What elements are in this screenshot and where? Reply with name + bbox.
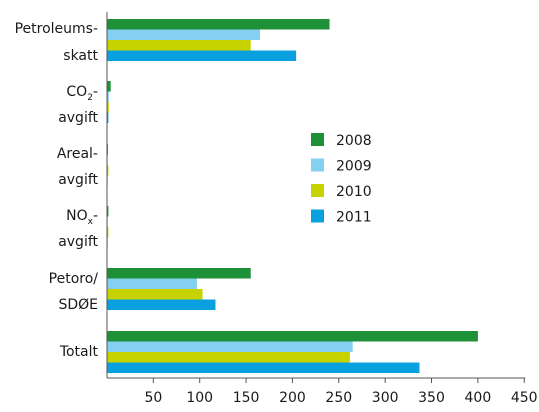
legend-swatch-2008 — [311, 133, 324, 146]
category-label-0-line-0: Petroleums- — [15, 21, 98, 37]
bar-cat5-series-2010 — [107, 352, 350, 363]
bar-cat1-series-2009 — [107, 91, 109, 102]
x-tick-label-200: 200 — [279, 390, 306, 406]
bar-cat4-series-2009 — [107, 278, 197, 289]
bar-cat2-series-2010 — [107, 165, 109, 176]
bar-cat1-series-2010 — [107, 102, 109, 113]
legend-swatch-2011 — [311, 209, 324, 223]
category-label-2-line-1: avgift — [58, 172, 98, 188]
x-tick-label-50: 50 — [144, 390, 162, 406]
legend-swatch-2010 — [311, 184, 324, 197]
legend: 2008 2009 2010 2011 — [311, 133, 372, 226]
category-label-3-line-0: NOx- — [66, 208, 98, 227]
x-tick-label-450: 450 — [511, 390, 538, 406]
bar-cat5-series-2011 — [107, 362, 420, 373]
x-tick-label-100: 100 — [186, 390, 213, 406]
legend-label-2011: 2011 — [336, 210, 372, 226]
bars-group — [107, 19, 478, 373]
legend-label-2010: 2010 — [336, 184, 372, 200]
bar-cat3-series-2010 — [107, 227, 109, 238]
x-axis: 50 100 150 200 250 300 350 400 450 — [106, 12, 538, 406]
bar-cat5-series-2008 — [107, 331, 478, 342]
bar-cat0-series-2008 — [107, 19, 330, 30]
category-label-0-line-1: skatt — [63, 48, 98, 64]
x-tick-label-400: 400 — [465, 390, 492, 406]
legend-label-2008: 2008 — [336, 133, 372, 149]
legend-label-2009: 2009 — [336, 159, 372, 175]
legend-swatch-2009 — [311, 158, 324, 172]
bar-cat0-series-2009 — [107, 29, 260, 40]
category-label-2-line-0: Areal- — [57, 146, 98, 162]
x-tick-label-350: 350 — [418, 390, 445, 406]
category-label-4-line-1: SDØE — [58, 297, 98, 313]
bar-cat4-series-2011 — [107, 299, 216, 310]
bar-cat5-series-2009 — [107, 341, 353, 352]
x-tick-label-250: 250 — [325, 390, 352, 406]
bar-cat0-series-2010 — [107, 40, 251, 51]
bar-cat1-series-2008 — [107, 81, 111, 92]
bar-cat1-series-2011 — [107, 112, 109, 123]
x-tick-label-150: 150 — [233, 390, 260, 406]
category-label-1-line-0: CO2- — [66, 84, 98, 103]
category-label-3-line-1: avgift — [58, 234, 98, 250]
category-label-4-line-0: Petoro/ — [49, 271, 99, 287]
x-tick-label-300: 300 — [372, 390, 399, 406]
category-labels: Petroleums-skatt CO2- avgift Areal-avgift NO… — [15, 21, 99, 360]
category-label-1-line-1: avgift — [58, 110, 98, 126]
bar-cat4-series-2010 — [107, 289, 203, 300]
bar-cat3-series-2008 — [107, 206, 109, 217]
category-label-5-line-0: Totalt — [59, 344, 99, 360]
bar-cat0-series-2011 — [107, 50, 297, 61]
bar-cat4-series-2008 — [107, 268, 251, 279]
